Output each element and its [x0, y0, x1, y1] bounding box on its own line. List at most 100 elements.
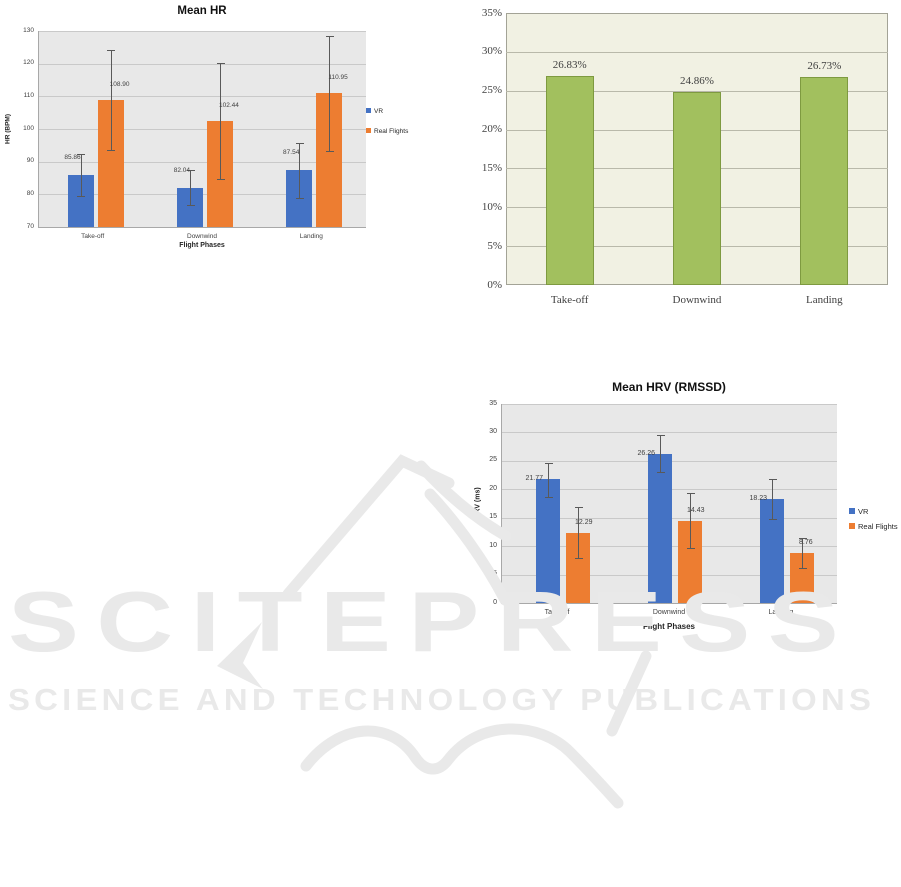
- error-bar-cap: [186, 205, 195, 207]
- x-tick-label: Landing: [768, 609, 794, 616]
- legend-swatch-vr: [849, 508, 855, 514]
- legend-item-vr: VR: [366, 108, 383, 115]
- y-tick-label: 15%: [481, 161, 502, 174]
- error-bar: [110, 49, 112, 151]
- y-tick-label: 80: [26, 190, 34, 198]
- y-tick-label: 35: [489, 399, 497, 407]
- value-label: 21.77: [525, 475, 543, 483]
- gridline: [38, 31, 366, 32]
- y-tick-label: 110: [23, 92, 34, 100]
- value-label: 24.86%: [680, 74, 714, 87]
- error-bar-cap: [768, 519, 777, 521]
- y-tick-label: 20%: [481, 123, 502, 136]
- value-label: 85.86: [64, 154, 81, 162]
- y-tick-label: 120: [23, 59, 34, 67]
- y-tick-label: 10: [489, 541, 497, 549]
- error-bar-cap: [656, 471, 665, 473]
- error-bar-cap: [295, 143, 304, 145]
- x-axis-label: Flight Phases: [179, 242, 225, 249]
- chart-mean-hrv: Mean HRV (RMSSD) HRV (ms) Flight Phases …: [460, 372, 901, 658]
- chart-title: Mean HR: [177, 5, 227, 17]
- y-tick-label: 70: [26, 222, 34, 230]
- x-tick-label: Landing: [299, 233, 323, 240]
- x-tick-label: Take-off: [544, 609, 570, 616]
- gridline: [38, 161, 366, 163]
- y-tick-label: 25%: [481, 84, 502, 97]
- y-tick-label: 35%: [481, 6, 502, 19]
- bar: [673, 91, 721, 285]
- bar: [648, 453, 672, 603]
- legend-label-real-flights: Real Flights: [374, 128, 409, 135]
- legend-label-vr: VR: [374, 108, 384, 115]
- y-tick-label: 130: [23, 26, 34, 34]
- y-axis-line: [38, 31, 39, 227]
- error-bar-cap: [186, 169, 195, 171]
- x-axis-line: [38, 227, 366, 228]
- error-bar: [802, 538, 803, 568]
- error-bar: [220, 62, 221, 179]
- error-bar-cap: [768, 479, 777, 481]
- value-label: 18.23: [749, 495, 767, 503]
- x-tick-label: Downwind: [652, 609, 686, 616]
- gridline: [501, 404, 837, 405]
- y-tick-label: 30%: [481, 45, 502, 58]
- error-bar-cap: [107, 150, 116, 152]
- y-tick-label: 100: [23, 124, 34, 132]
- value-label: 8.76: [799, 539, 813, 547]
- value-label: 26.73%: [807, 60, 842, 73]
- error-bar-cap: [544, 462, 553, 464]
- bar: [545, 76, 594, 285]
- gridline: [506, 90, 888, 92]
- legend-item-real-flights: Real Flights: [366, 128, 408, 135]
- legend-swatch-vr: [366, 108, 371, 113]
- chart-stress-percentage: 0% 5% 10% 15% 20% 25% 30% 35% Take-off 26.83% Down…: [460, 0, 901, 315]
- y-tick-label: 15: [489, 513, 497, 521]
- error-bar-cap: [686, 492, 695, 494]
- error-bar: [578, 507, 579, 559]
- error-bar: [299, 143, 301, 198]
- error-bar: [660, 435, 661, 472]
- legend: VR Real Flights: [366, 108, 418, 148]
- value-label: 102.44: [219, 102, 239, 110]
- logo-chevron: [217, 622, 263, 689]
- chart-title: Mean HRV (RMSSD): [612, 380, 726, 394]
- error-bar: [190, 169, 191, 206]
- value-label: 110.95: [328, 74, 348, 82]
- gridline: [38, 129, 366, 130]
- error-bar-cap: [325, 35, 334, 37]
- value-label: 14.43: [687, 506, 705, 514]
- y-tick-label: 5: [493, 570, 497, 578]
- error-bar-cap: [798, 567, 807, 569]
- watermark-tagline-text: SCIENCE AND TECHNOLOGY PUBLICATIONS: [8, 682, 876, 717]
- value-label: 108.90: [109, 80, 130, 88]
- error-bar-cap: [544, 496, 553, 498]
- error-bar-cap: [216, 62, 225, 64]
- error-bar: [690, 492, 691, 548]
- error-bar-cap: [325, 150, 334, 152]
- error-bar: [80, 154, 82, 196]
- y-tick-label: 30: [489, 427, 497, 435]
- x-tick-label: Landing: [805, 294, 843, 306]
- x-axis-label: Flight Phases: [642, 622, 695, 631]
- y-tick-label: 5%: [487, 239, 502, 252]
- gridline: [38, 63, 366, 65]
- bar: [800, 77, 849, 285]
- error-bar-cap: [295, 197, 304, 199]
- y-tick-label: 0: [493, 598, 497, 606]
- error-bar-cap: [216, 178, 225, 180]
- y-tick-label: 10%: [481, 200, 502, 213]
- error-bar-cap: [574, 558, 583, 560]
- error-bar: [329, 35, 331, 151]
- gridline: [501, 432, 837, 434]
- x-tick-label: Take-off: [550, 294, 589, 306]
- y-axis-line: [501, 404, 502, 603]
- legend-label-real-flights: Real Flights: [858, 522, 898, 531]
- error-bar: [772, 479, 773, 520]
- value-label: 82.04: [173, 166, 190, 174]
- x-tick-label: Downwind: [672, 294, 722, 306]
- legend-label-vr: VR: [858, 507, 869, 516]
- error-bar-cap: [574, 507, 583, 509]
- gridline: [38, 96, 366, 98]
- y-tick-label: 25: [489, 456, 497, 464]
